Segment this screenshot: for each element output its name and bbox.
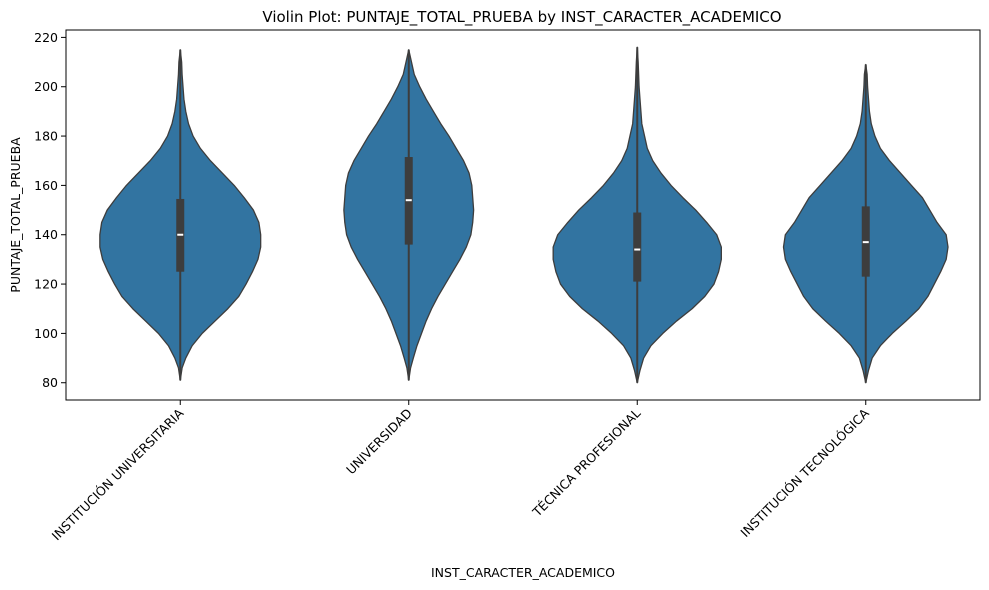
y-tick-label: 180 bbox=[34, 129, 58, 144]
y-tick-label: 160 bbox=[34, 178, 58, 193]
plot-frame bbox=[65, 29, 981, 401]
x-axis: INSTITUCIÓN UNIVERSITARIA UNIVERSIDAD TÉCN… bbox=[49, 400, 872, 543]
y-tick-label: 200 bbox=[34, 79, 58, 94]
y-axis-label: PUNTAJE_TOTAL_PRUEBA bbox=[8, 137, 23, 293]
y-tick-label: 120 bbox=[34, 277, 58, 292]
y-tick-label: 220 bbox=[34, 30, 58, 45]
y-axis: 80 100 120 140 160 180 200 220 bbox=[34, 30, 66, 390]
violin-iqr-box bbox=[633, 212, 642, 282]
chart-title: Violin Plot: PUNTAJE_TOTAL_PRUEBA by INS… bbox=[262, 8, 781, 27]
y-tick-label: 140 bbox=[34, 227, 58, 242]
x-axis-label: INST_CARACTER_ACADEMICO bbox=[431, 565, 615, 580]
x-tick-label: INSTITUCIÓN UNIVERSITARIA bbox=[49, 405, 187, 543]
violin-group bbox=[99, 46, 949, 384]
x-tick-label: TÉCNICA PROFESIONAL bbox=[529, 405, 644, 520]
x-tick-label: INSTITUCIÓN TECNOLÓGICA bbox=[737, 405, 872, 540]
x-tick-label: UNIVERSIDAD bbox=[343, 406, 415, 478]
y-tick-label: 80 bbox=[42, 375, 58, 390]
y-tick-label: 100 bbox=[34, 326, 58, 341]
